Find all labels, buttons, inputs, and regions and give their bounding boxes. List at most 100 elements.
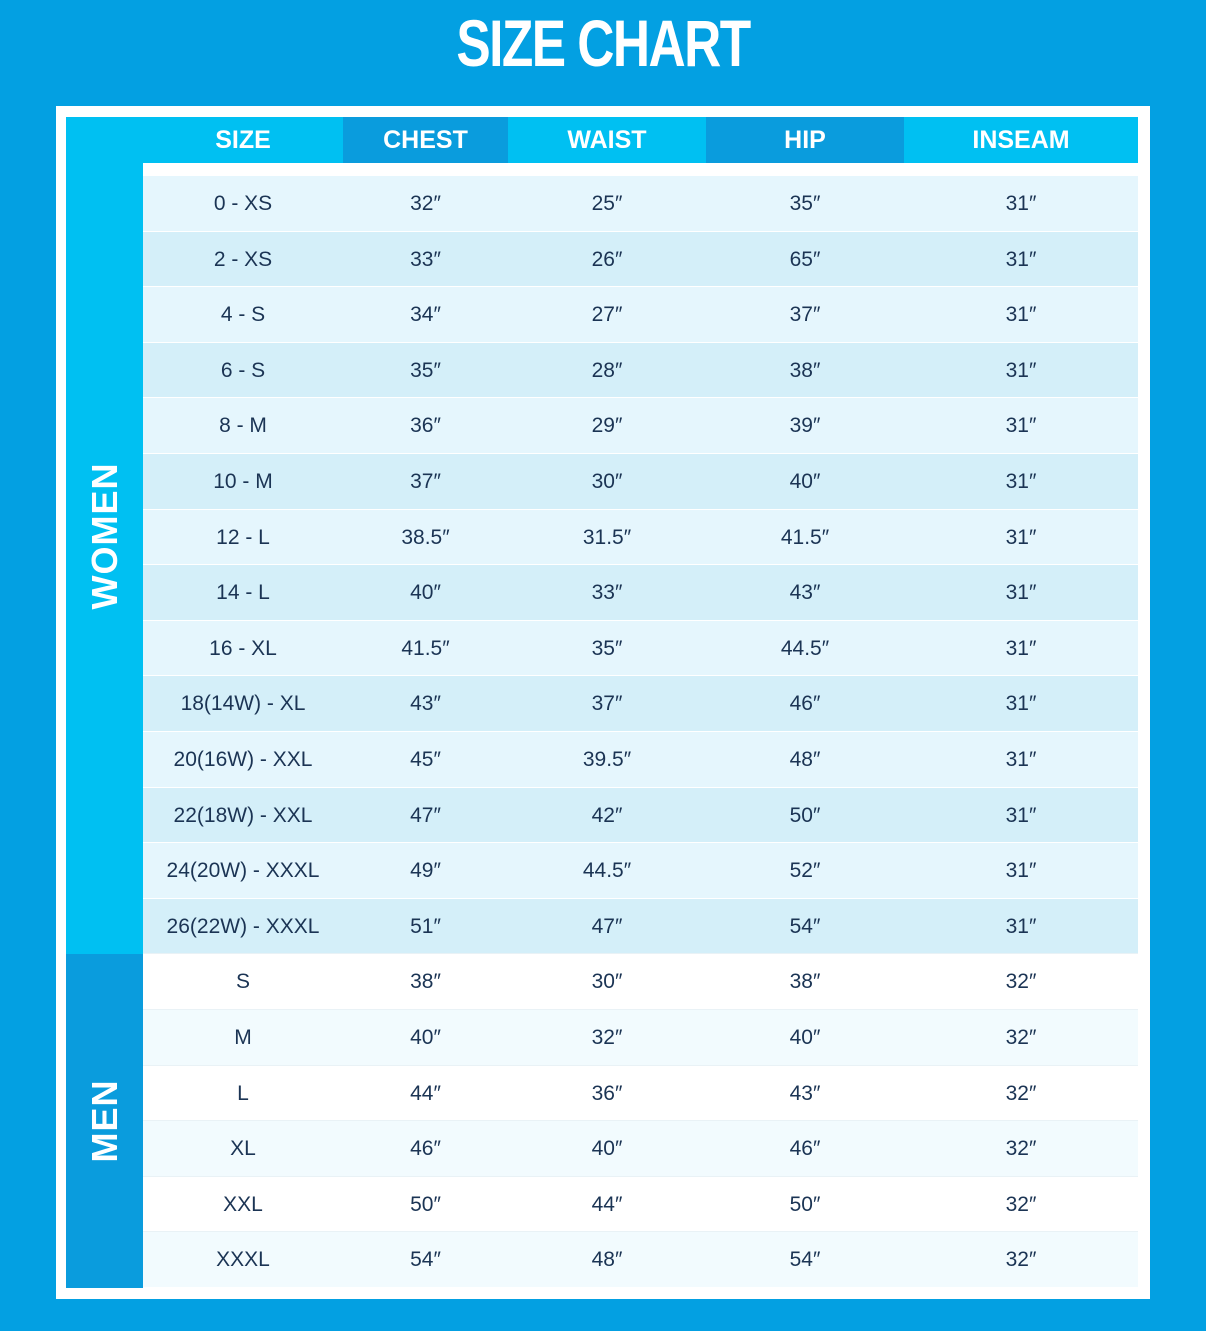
table-row: 20(16W) - XXL 45″ 39.5″ 48″ 31″ xyxy=(143,730,1138,787)
hip-cell: 44.5″ xyxy=(780,636,830,660)
hip-cell: 40″ xyxy=(789,469,821,493)
hip-cell: 35″ xyxy=(789,192,821,215)
waist-cell: 48″ xyxy=(591,1248,623,1272)
hip-cell: 40″ xyxy=(789,1025,821,1049)
waist-cell: 31.5″ xyxy=(582,525,632,549)
inseam-cell: 31″ xyxy=(1005,358,1037,382)
hip-cell: 65″ xyxy=(789,247,821,271)
inseam-cell: 31″ xyxy=(1005,914,1037,938)
size-cell: 22(18W) - XXL xyxy=(173,803,313,827)
header-hip: HIP xyxy=(706,117,904,163)
size-cell: XXXL xyxy=(216,1248,270,1272)
chest-cell: 35″ xyxy=(410,358,441,382)
size-cell: M xyxy=(234,1025,252,1049)
chest-cell: 36″ xyxy=(410,414,441,438)
size-chart-table: WOMEN MEN SIZE CHEST WAIST HIP INSEAM 0 … xyxy=(66,117,1138,1289)
size-cell: 26(22W) - XXXL xyxy=(166,914,320,938)
size-cell: 6 - S xyxy=(220,358,266,382)
table-row: 22(18W) - XXL 47″ 42″ 50″ 31″ xyxy=(143,786,1138,843)
table-row: 18(14W) - XL 43″ 37″ 46″ 31″ xyxy=(143,675,1138,731)
inseam-cell: 31″ xyxy=(1005,192,1037,215)
size-cell: 8 - M xyxy=(219,414,267,438)
waist-cell: 30″ xyxy=(591,970,623,994)
hip-cell: 50″ xyxy=(789,1192,821,1216)
table-row: 16 - XL 41.5″ 35″ 44.5″ 31″ xyxy=(143,619,1138,676)
chest-cell: 33″ xyxy=(410,247,441,271)
size-cell: 14 - L xyxy=(216,581,270,605)
size-cell: 18(14W) - XL xyxy=(180,692,306,716)
size-chart-card: WOMEN MEN SIZE CHEST WAIST HIP INSEAM 0 … xyxy=(56,106,1150,1299)
chest-cell: 40″ xyxy=(410,581,441,605)
hip-cell: 39″ xyxy=(789,414,821,438)
waist-cell: 26″ xyxy=(591,247,623,271)
chest-cell: 44″ xyxy=(410,1081,441,1105)
hip-cell: 38″ xyxy=(789,358,821,382)
inseam-cell: 31″ xyxy=(1005,747,1037,771)
chest-cell: 41.5″ xyxy=(401,636,450,660)
header-waist: WAIST xyxy=(508,117,706,163)
table-row: XXXL 54″ 48″ 54″ 32″ xyxy=(143,1231,1138,1287)
table-row: 2 - XS 33″ 26″ 65″ 31″ xyxy=(143,230,1138,287)
waist-cell: 40″ xyxy=(591,1137,623,1161)
chest-cell: 32″ xyxy=(410,192,441,215)
table-row: 10 - M 37″ 30″ 40″ 31″ xyxy=(143,452,1138,509)
inseam-cell: 32″ xyxy=(1005,1081,1037,1105)
size-cell: 24(20W) - XXXL xyxy=(166,859,320,883)
size-cell: 0 - XS xyxy=(213,192,273,215)
table-row: 6 - S 35″ 28″ 38″ 31″ xyxy=(143,341,1138,398)
hip-cell: 38″ xyxy=(789,970,821,994)
size-cell: S xyxy=(235,970,250,994)
chest-cell: 51″ xyxy=(410,914,441,938)
inseam-cell: 31″ xyxy=(1005,247,1037,271)
chest-cell: 38″ xyxy=(410,970,441,994)
hip-cell: 46″ xyxy=(789,1137,821,1161)
inseam-cell: 32″ xyxy=(1005,1025,1037,1049)
hip-cell: 54″ xyxy=(789,1248,821,1272)
hip-cell: 37″ xyxy=(789,303,821,327)
women-group-label: WOMEN xyxy=(83,462,125,609)
size-cell: 10 - M xyxy=(213,469,273,493)
chest-cell: 40″ xyxy=(410,1025,441,1049)
inseam-cell: 31″ xyxy=(1005,692,1037,716)
inseam-cell: 31″ xyxy=(1005,859,1037,883)
chest-cell: 50″ xyxy=(410,1192,441,1216)
table-row: 12 - L 38.5″ 31.5″ 41.5″ 31″ xyxy=(143,508,1138,565)
table-header: SIZE CHEST WAIST HIP INSEAM xyxy=(143,117,1138,163)
men-group-sidebar: MEN xyxy=(66,954,143,1288)
waist-cell: 35″ xyxy=(591,636,623,660)
waist-cell: 37″ xyxy=(591,692,623,716)
size-cell: L xyxy=(237,1081,249,1105)
waist-cell: 25″ xyxy=(591,192,623,215)
header-chest: CHEST xyxy=(343,117,508,163)
inseam-cell: 32″ xyxy=(1005,1192,1037,1216)
inseam-cell: 32″ xyxy=(1005,1248,1037,1272)
inseam-cell: 32″ xyxy=(1005,1137,1037,1161)
hip-cell: 52″ xyxy=(789,859,821,883)
size-cell: 2 - XS xyxy=(213,247,273,271)
chest-cell: 45″ xyxy=(410,747,441,771)
size-cell: 16 - XL xyxy=(209,636,277,660)
table-row: L 44″ 36″ 43″ 32″ xyxy=(143,1064,1138,1121)
page-title: SIZE CHART xyxy=(456,6,751,80)
chest-cell: 49″ xyxy=(410,859,441,883)
hip-cell: 48″ xyxy=(789,747,821,771)
chest-cell: 37″ xyxy=(410,469,441,493)
inseam-cell: 31″ xyxy=(1005,414,1037,438)
table-row: 0 - XS 32″ 25″ 35″ 31″ xyxy=(143,175,1138,231)
table-row: M 40″ 32″ 40″ 32″ xyxy=(143,1008,1138,1065)
chest-cell: 34″ xyxy=(410,303,441,327)
inseam-cell: 32″ xyxy=(1005,970,1037,994)
waist-cell: 42″ xyxy=(591,803,623,827)
chest-cell: 38.5″ xyxy=(401,525,450,549)
waist-cell: 39.5″ xyxy=(582,747,632,771)
hip-cell: 46″ xyxy=(789,692,821,716)
waist-cell: 36″ xyxy=(591,1081,623,1105)
size-cell: 4 - S xyxy=(220,303,266,327)
hip-cell: 54″ xyxy=(789,914,821,938)
hip-cell: 41.5″ xyxy=(780,525,830,549)
chest-cell: 54″ xyxy=(410,1248,441,1272)
table-row: 4 - S 34″ 27″ 37″ 31″ xyxy=(143,286,1138,342)
table-row: S 38″ 30″ 38″ 32″ xyxy=(143,953,1138,1009)
waist-cell: 30″ xyxy=(591,469,623,493)
table-body: 0 - XS 32″ 25″ 35″ 31″ 2 - XS 33″ 26″ 65″ 31″ 4 - … xyxy=(143,163,1138,1287)
